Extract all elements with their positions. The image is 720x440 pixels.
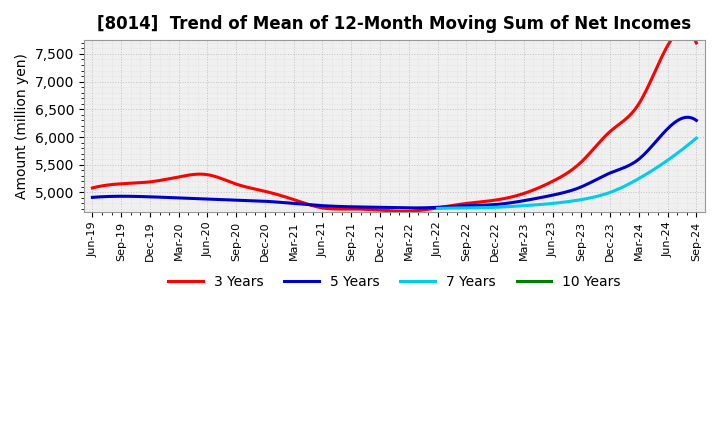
5 Years	[450, 204, 459, 209]
3 Years	[460, 201, 469, 206]
7 Years	[434, 206, 443, 211]
7 Years	[588, 195, 596, 200]
3 Years	[448, 203, 456, 208]
7 Years	[692, 136, 701, 141]
3 Years	[637, 96, 646, 101]
5 Years	[692, 118, 701, 123]
5 Years	[448, 204, 456, 209]
3 Years	[90, 185, 99, 190]
5 Years	[637, 154, 646, 159]
5 Years	[460, 203, 469, 209]
Legend: 3 Years, 5 Years, 7 Years, 10 Years: 3 Years, 5 Years, 7 Years, 10 Years	[162, 269, 626, 294]
Line: 5 Years: 5 Years	[92, 117, 696, 208]
3 Years	[399, 209, 408, 214]
Line: 7 Years: 7 Years	[438, 138, 696, 209]
5 Years	[599, 173, 608, 179]
7 Years	[652, 166, 660, 171]
Y-axis label: Amount (million yen): Amount (million yen)	[15, 53, 29, 199]
3 Years	[680, 27, 688, 32]
5 Years	[90, 194, 99, 200]
3 Years	[599, 136, 608, 141]
7 Years	[586, 195, 595, 201]
7 Years	[668, 154, 677, 160]
5 Years	[88, 195, 96, 200]
3 Years	[88, 185, 96, 191]
5 Years	[684, 115, 693, 120]
3 Years	[692, 40, 701, 45]
Title: [8014]  Trend of Mean of 12-Month Moving Sum of Net Incomes: [8014] Trend of Mean of 12-Month Moving …	[97, 15, 691, 33]
7 Years	[592, 194, 600, 199]
7 Years	[433, 206, 442, 211]
Line: 3 Years: 3 Years	[92, 29, 696, 211]
5 Years	[409, 205, 418, 211]
3 Years	[450, 202, 459, 208]
